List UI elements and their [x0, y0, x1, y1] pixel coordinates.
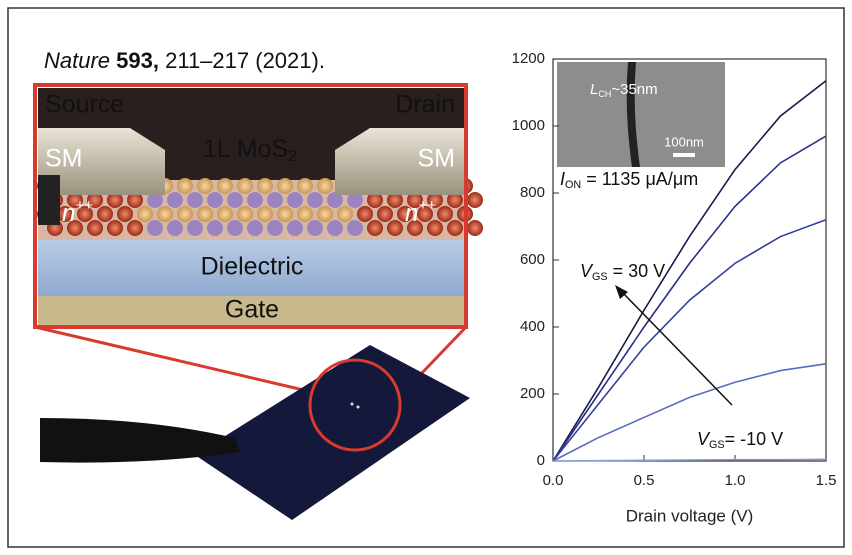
- series-line: [553, 220, 826, 461]
- device-illustration: Source Drain SM SM 1L MoS2 n++ n++ Diele…: [35, 85, 483, 520]
- y-tick-label: 400: [520, 318, 545, 335]
- y-tick-label: 0: [537, 452, 545, 469]
- x-axis-label: Drain voltage (V): [626, 506, 754, 525]
- dielectric-label: Dielectric: [201, 253, 304, 281]
- y-tick-label: 1000: [512, 117, 545, 134]
- scale-label: 100nm: [664, 134, 704, 149]
- citation: Nature 593, 211–217 (2021).: [44, 48, 325, 73]
- sem-inset: [557, 62, 725, 167]
- arrow: [622, 292, 732, 405]
- x-tick-label: 0.0: [543, 472, 564, 489]
- figure: Nature 593, 211–217 (2021). Source Drain…: [0, 0, 852, 555]
- sm-label: SM: [418, 145, 456, 173]
- sm-label: SM: [45, 145, 83, 173]
- y-tick-label: 200: [520, 385, 545, 402]
- x-tick-label: 0.5: [634, 472, 655, 489]
- y-tick-label: 1200: [512, 50, 545, 67]
- source-label: Source: [45, 91, 124, 119]
- material-label: 1L MoS2: [203, 135, 297, 166]
- vgs-annotation: VGS = 30 V: [580, 261, 665, 283]
- series-line: [553, 364, 826, 461]
- vgs-annotation: VGS= -10 V: [697, 429, 783, 451]
- drain-label: Drain: [395, 91, 455, 119]
- x-tick-label: 1.0: [725, 472, 746, 489]
- ion-annotation: ION = 1135 μA/μm: [560, 169, 698, 191]
- y-tick-label: 800: [520, 184, 545, 201]
- chart: 0 200 400 600 800 1000 1200 0.0 0.5 1.0 1.5 Drain v…: [512, 50, 837, 526]
- x-tick-label: 1.5: [816, 472, 837, 489]
- gate-label: Gate: [225, 296, 279, 324]
- y-tick-label: 600: [520, 251, 545, 268]
